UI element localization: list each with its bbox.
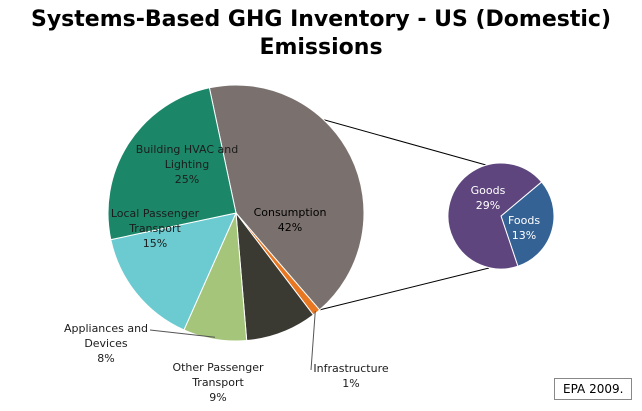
label-building: Building HVAC and Lighting 25%: [136, 143, 238, 186]
slice-building: [107, 87, 237, 241]
main-pie: [107, 84, 365, 342]
slice-goods: [447, 162, 543, 270]
slice-consumption: [208, 84, 365, 311]
label-consumption: Consumption 42%: [254, 206, 327, 234]
label-infrastructure: Infrastructure 1%: [313, 362, 389, 390]
label-foods: Foods 13%: [508, 214, 540, 242]
leader-infrastructure: [310, 310, 316, 371]
chart-title-line-1: Systems-Based GHG Inventory - US (Domest…: [30, 7, 612, 32]
label-local_transport: Local Passenger Transport 15%: [111, 207, 200, 250]
chart-title: Systems-Based GHG Inventory - US (Domest…: [0, 6, 642, 62]
source-note: EPA 2009.: [554, 378, 633, 400]
connector-bottom: [319, 267, 490, 311]
slice-labels: Consumption 42% Infrastructure 1% Other Pass…: [64, 143, 540, 404]
leader-appliances: [149, 329, 216, 338]
label-goods: Goods 29%: [471, 184, 506, 212]
breakout-pie: [447, 162, 555, 270]
slice-local_transport: [110, 212, 237, 331]
chart-title-line-2: Emissions: [259, 35, 383, 60]
label-appliances: Appliances and Devices 8%: [64, 322, 148, 365]
leader-lines: [149, 310, 316, 371]
label-other_transport: Other Passenger Transport 9%: [172, 361, 264, 404]
slice-foods: [500, 181, 555, 267]
